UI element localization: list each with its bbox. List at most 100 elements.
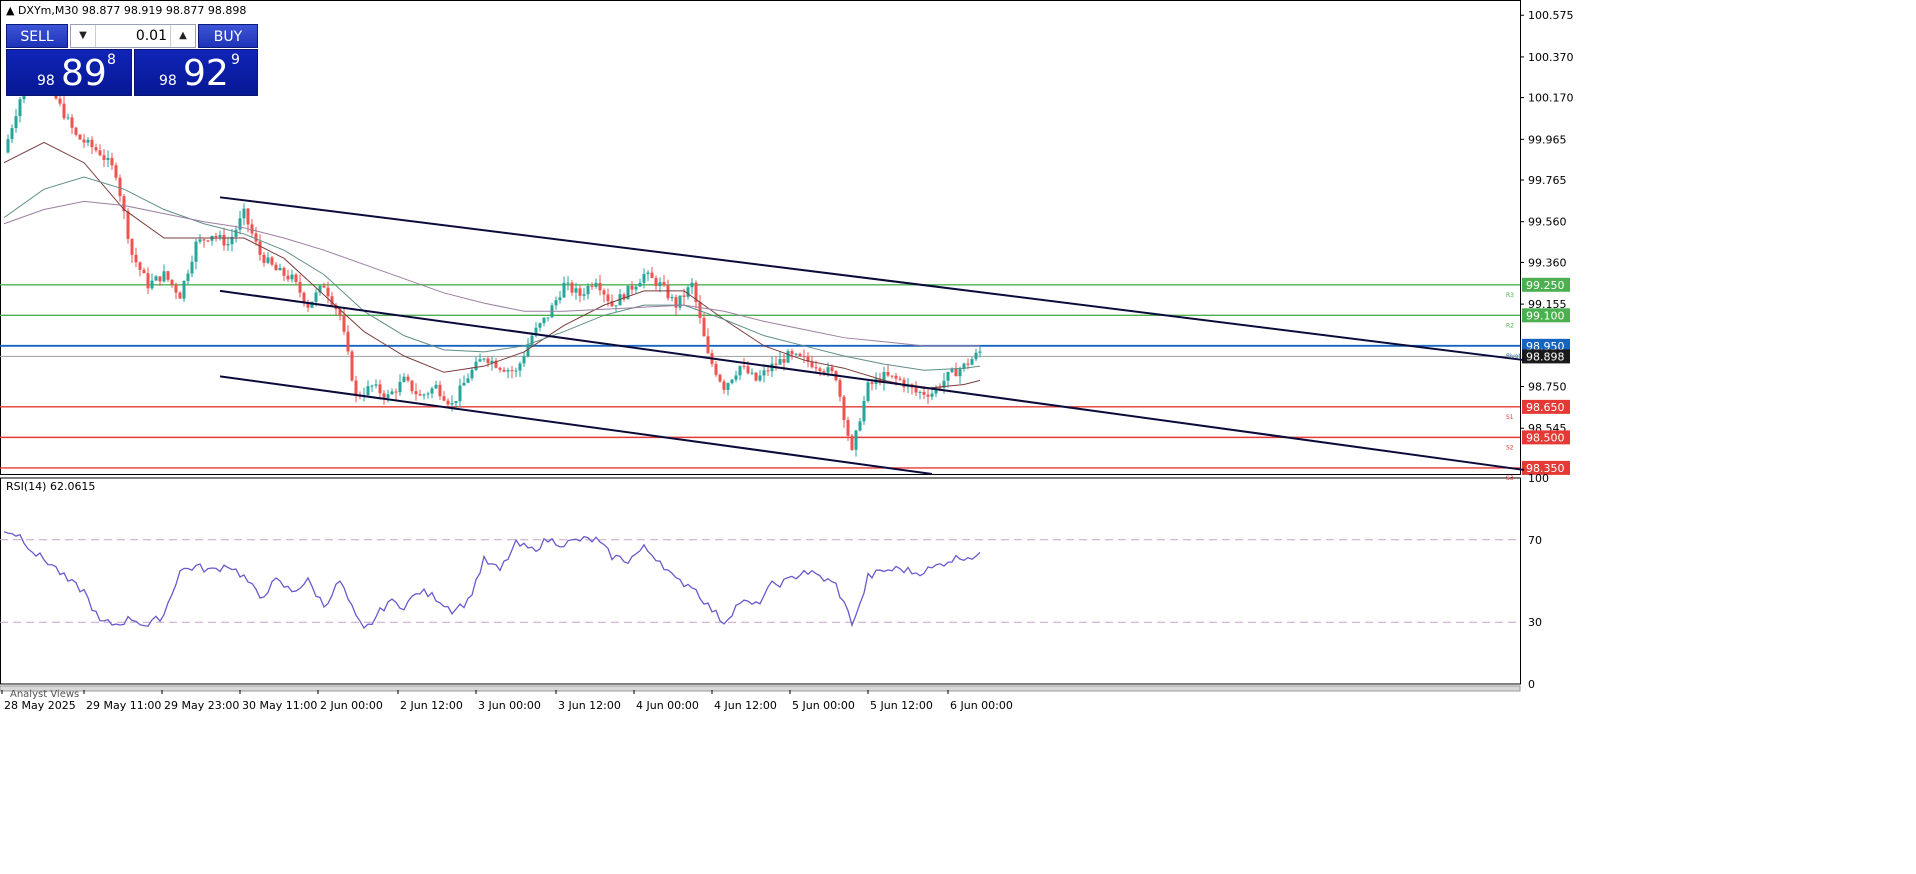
candle-body: [726, 383, 730, 390]
candle-body: [126, 211, 130, 239]
candle-body: [610, 301, 614, 307]
candle-body: [562, 282, 566, 298]
candle-body: [582, 294, 586, 296]
candle-body: [262, 254, 266, 263]
candle-body: [778, 358, 782, 365]
rsi-axis-label: 70: [1528, 534, 1542, 547]
lot-increase-icon[interactable]: ▲: [170, 25, 195, 47]
candle-body: [386, 394, 390, 398]
sell-button[interactable]: SELL: [6, 24, 68, 48]
candle-body: [750, 372, 754, 374]
rsi-axis-label: 100: [1528, 472, 1549, 485]
candle-body: [302, 292, 306, 303]
candle-body: [738, 366, 742, 376]
main-pane-frame: [0, 0, 1521, 475]
candle-body: [278, 267, 282, 271]
lot-decrease-icon[interactable]: ▼: [71, 25, 96, 47]
candle-body: [250, 224, 254, 234]
candle-body: [170, 279, 174, 285]
candle-body: [122, 196, 126, 212]
candle-body: [338, 309, 342, 316]
rsi-line: [3, 531, 981, 629]
candle-body: [142, 269, 146, 274]
candle-body: [450, 403, 454, 405]
price-axis-label: 99.965: [1528, 133, 1567, 146]
candle-body: [846, 420, 850, 436]
candle-body: [554, 300, 558, 306]
candle-body: [90, 139, 94, 148]
candle-body: [890, 375, 894, 377]
candle-body: [682, 295, 686, 297]
buy-button[interactable]: BUY: [198, 24, 258, 48]
candle-body: [494, 360, 498, 368]
candle-body: [798, 353, 802, 357]
candle-body: [962, 363, 966, 370]
candle-body: [586, 285, 590, 295]
time-axis-label: 29 May 11:00: [86, 699, 161, 712]
candle-body: [706, 336, 710, 354]
level-price-badge: [1522, 277, 1570, 292]
candle-body: [226, 244, 230, 246]
level-price-label: 99.100: [1526, 309, 1565, 322]
rsi-header: RSI(14) 62.0615: [6, 480, 95, 493]
candle-body: [542, 317, 546, 324]
candle-body: [410, 380, 414, 392]
candle-body: [166, 271, 170, 280]
candle-body: [194, 241, 198, 262]
candle-body: [954, 368, 958, 377]
buy-price-main: 92: [183, 53, 229, 94]
candle-body: [850, 435, 854, 450]
candle-body: [746, 366, 750, 374]
candle-body: [642, 273, 646, 283]
candle-body: [854, 430, 858, 450]
level-tag-r2: R2: [1506, 322, 1514, 329]
candle-body: [462, 382, 466, 386]
candle-body: [510, 370, 514, 372]
candle-body: [922, 391, 926, 395]
buy-price-display[interactable]: 98 92 9: [134, 49, 258, 96]
candle-body: [930, 393, 934, 397]
current-price-badge: [1522, 349, 1570, 364]
candle-body: [14, 116, 18, 129]
level-price-badge: [1522, 430, 1570, 445]
candle-body: [70, 117, 74, 128]
candle-body: [530, 335, 534, 346]
level-tag-s1: S1: [1506, 414, 1514, 421]
candle-body: [574, 288, 578, 293]
candle-body: [646, 272, 650, 274]
candle-body: [734, 375, 738, 380]
level-price-badge: [1522, 308, 1570, 323]
sell-price-display[interactable]: 98 89 8: [6, 49, 132, 96]
candle-body: [538, 323, 542, 328]
candle-body: [318, 285, 322, 293]
candle-body: [314, 292, 318, 302]
buy-price-prefix: 98: [159, 73, 177, 89]
candle-body: [826, 367, 830, 373]
time-axis-label: 29 May 23:00: [164, 699, 239, 712]
candle-body: [970, 359, 974, 365]
candle-body: [154, 276, 158, 281]
channel-line-2: [219, 289, 1525, 471]
candle-body: [974, 352, 978, 360]
candle-body: [526, 345, 530, 357]
candle-body: [578, 288, 582, 296]
candle-body: [730, 379, 734, 384]
lot-size-input[interactable]: [97, 25, 167, 47]
candle-body: [674, 297, 678, 308]
candle-body: [162, 271, 166, 282]
candle-body: [518, 363, 522, 371]
time-axis-label: 28 May 2025: [4, 699, 76, 712]
candle-body: [482, 358, 486, 360]
level-tag-s2: S2: [1506, 444, 1514, 451]
candle-body: [138, 262, 142, 270]
candle-body: [794, 353, 798, 355]
candle-body: [350, 351, 354, 381]
candle-body: [230, 236, 234, 245]
candle-body: [242, 208, 246, 219]
candle-body: [306, 302, 310, 308]
candle-body: [130, 238, 134, 255]
candle-body: [366, 386, 370, 396]
candle-body: [606, 294, 610, 302]
candle-body: [650, 272, 654, 279]
